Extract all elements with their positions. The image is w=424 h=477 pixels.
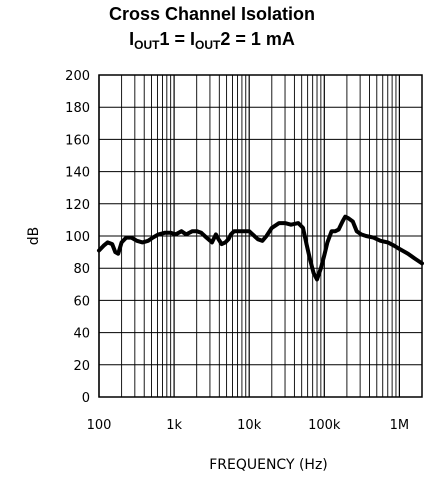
x-axis-label: FREQUENCY (Hz) xyxy=(209,457,328,473)
y-tick-label: 0 xyxy=(82,391,90,406)
chart-title: Cross Channel Isolation xyxy=(108,4,316,24)
subtitle-mid: 1 = xyxy=(159,29,190,49)
chart-subtitle: IOUT1 = IOUT2 = 1 mA xyxy=(0,29,424,52)
isolation-curve xyxy=(97,214,424,282)
tick-labels: 0 20 40 60 80 100 120 140 160 180 200 100 1k 10k 100k 1… xyxy=(65,69,409,433)
x-tick-label: 1M xyxy=(390,418,410,433)
subtitle-i2: I xyxy=(189,29,195,49)
y-tick-label: 100 xyxy=(65,230,90,245)
x-tick-label: 10k xyxy=(237,418,262,433)
y-tick-label: 80 xyxy=(73,262,90,277)
plot-frame xyxy=(98,74,423,398)
subtitle-sub1: OUT xyxy=(134,38,160,52)
x-tick-label: 1k xyxy=(166,418,182,433)
y-tick-label: 180 xyxy=(65,101,90,116)
y-tick-label: 20 xyxy=(73,359,90,374)
x-tick-label: 100 xyxy=(87,418,112,433)
subtitle-tail: 2 = 1 mA xyxy=(220,29,295,49)
y-tick-label: 200 xyxy=(65,69,90,84)
y-tick-label: 140 xyxy=(65,166,90,181)
y-tick-label: 60 xyxy=(73,294,90,309)
y-tick-label: 120 xyxy=(65,198,90,213)
y-axis-label: dB xyxy=(26,227,42,246)
grid xyxy=(98,74,423,398)
y-tick-label: 160 xyxy=(65,133,90,148)
subtitle-sub2: OUT xyxy=(195,38,221,52)
y-tick-label: 40 xyxy=(73,327,90,342)
subtitle-i1: I xyxy=(129,29,135,49)
x-tick-label: 100k xyxy=(308,418,341,433)
